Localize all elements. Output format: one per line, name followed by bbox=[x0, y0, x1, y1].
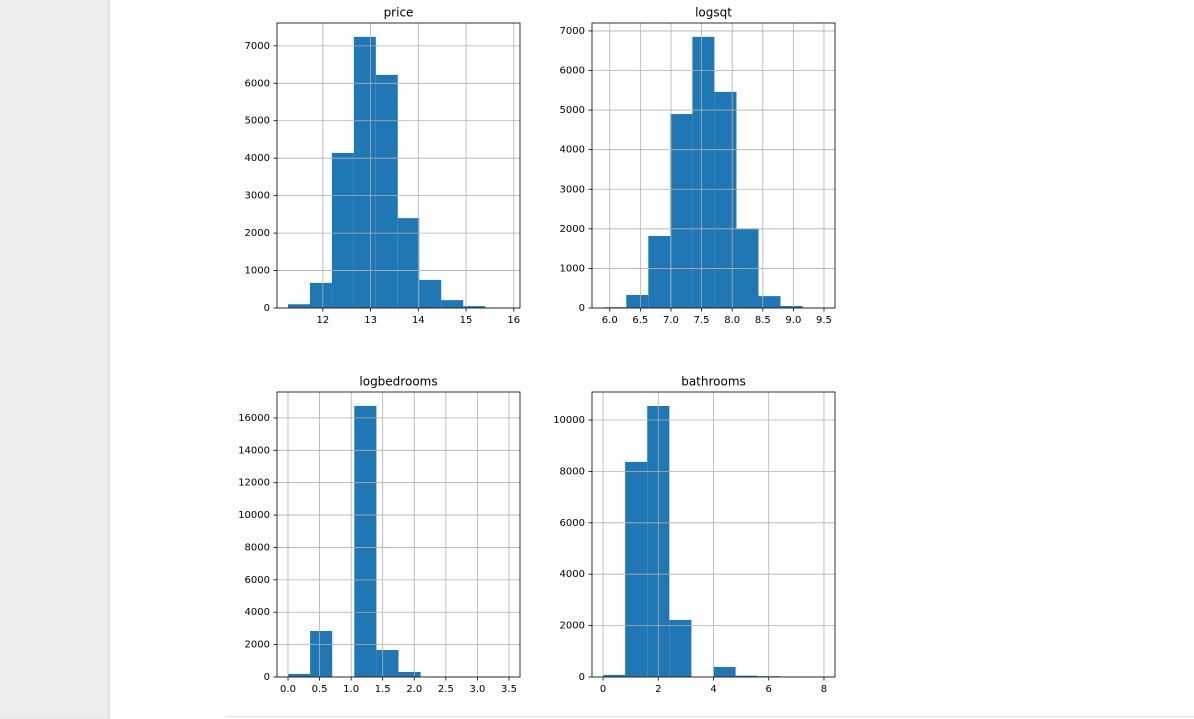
bar bbox=[287, 304, 310, 308]
bar bbox=[669, 619, 692, 677]
bar bbox=[758, 296, 781, 308]
y-tick-label: 1000 bbox=[245, 266, 270, 277]
bar bbox=[331, 152, 354, 308]
x-tick-label: 8.5 bbox=[755, 315, 771, 326]
x-tick-label: 2 bbox=[655, 684, 661, 695]
x-tick-label: 0.0 bbox=[280, 684, 296, 695]
chart-title: logbedrooms bbox=[359, 375, 437, 389]
x-tick-label: 7.5 bbox=[694, 315, 710, 326]
x-tick-label: 0.5 bbox=[312, 684, 328, 695]
bar bbox=[626, 294, 649, 308]
y-tick-label: 6000 bbox=[560, 66, 585, 77]
axes-frame bbox=[276, 391, 521, 678]
y-tick-label: 0 bbox=[579, 303, 585, 314]
axes-frame bbox=[591, 391, 836, 678]
bar bbox=[310, 631, 333, 677]
bar bbox=[397, 218, 420, 308]
x-tick-label: 4 bbox=[710, 684, 716, 695]
y-tick-label: 2000 bbox=[560, 224, 585, 235]
bar bbox=[353, 36, 376, 309]
bar bbox=[780, 306, 803, 308]
y-tick-label: 2000 bbox=[245, 228, 270, 239]
x-tick-label: 8.0 bbox=[724, 315, 740, 326]
bar bbox=[354, 405, 377, 677]
y-tick-label: 3000 bbox=[245, 191, 270, 202]
bar bbox=[309, 282, 332, 308]
x-tick-label: 8 bbox=[821, 684, 827, 695]
y-tick-label: 1000 bbox=[560, 263, 585, 274]
y-tick-label: 16000 bbox=[238, 413, 270, 424]
x-tick-label: 13 bbox=[364, 315, 377, 326]
x-tick-label: 6.5 bbox=[632, 315, 648, 326]
bar bbox=[287, 673, 311, 677]
y-tick-label: 14000 bbox=[238, 445, 270, 456]
bar bbox=[692, 36, 715, 309]
x-tick-label: 2.0 bbox=[406, 684, 422, 695]
y-tick-label: 4000 bbox=[560, 569, 585, 580]
y-tick-label: 2000 bbox=[560, 621, 585, 632]
axes-frame bbox=[276, 22, 521, 309]
x-tick-label: 6.0 bbox=[602, 315, 618, 326]
bar bbox=[419, 279, 442, 308]
bar bbox=[670, 114, 693, 309]
y-tick-label: 2000 bbox=[245, 640, 270, 651]
x-tick-label: 15 bbox=[460, 315, 473, 326]
bar bbox=[713, 666, 736, 677]
x-tick-label: 9.0 bbox=[785, 315, 801, 326]
x-tick-label: 3.0 bbox=[469, 684, 485, 695]
x-tick-label: 7.0 bbox=[663, 315, 679, 326]
bar bbox=[714, 91, 737, 308]
y-tick-label: 0 bbox=[264, 303, 270, 314]
y-tick-label: 6000 bbox=[245, 575, 270, 586]
chart-title: bathrooms bbox=[681, 375, 746, 389]
y-tick-label: 6000 bbox=[560, 518, 585, 529]
bar bbox=[735, 675, 758, 677]
y-tick-label: 5000 bbox=[560, 105, 585, 116]
x-tick-label: 9.5 bbox=[816, 315, 832, 326]
sidebar bbox=[0, 0, 110, 719]
y-tick-label: 7000 bbox=[560, 26, 585, 37]
bar bbox=[603, 674, 626, 677]
bar bbox=[376, 649, 399, 677]
x-tick-label: 12 bbox=[316, 315, 329, 326]
y-tick-label: 7000 bbox=[245, 41, 270, 52]
y-tick-label: 5000 bbox=[245, 116, 270, 127]
y-tick-label: 10000 bbox=[238, 510, 270, 521]
y-tick-label: 8000 bbox=[245, 542, 270, 553]
y-tick-label: 0 bbox=[579, 672, 585, 683]
y-tick-label: 4000 bbox=[245, 153, 270, 164]
bar bbox=[398, 671, 421, 677]
axes-frame bbox=[591, 22, 836, 309]
x-tick-label: 16 bbox=[507, 315, 520, 326]
x-tick-label: 1.5 bbox=[375, 684, 391, 695]
bar bbox=[375, 74, 398, 308]
chart-title: price bbox=[384, 6, 414, 20]
y-tick-label: 4000 bbox=[560, 145, 585, 156]
y-tick-label: 10000 bbox=[553, 415, 585, 426]
divider bbox=[226, 716, 1194, 717]
bar bbox=[648, 235, 671, 308]
x-tick-label: 2.5 bbox=[438, 684, 454, 695]
y-tick-label: 6000 bbox=[245, 78, 270, 89]
y-tick-label: 4000 bbox=[245, 607, 270, 618]
x-tick-label: 1.0 bbox=[343, 684, 359, 695]
bar bbox=[625, 461, 648, 677]
bar bbox=[463, 306, 486, 308]
x-tick-label: 0 bbox=[600, 684, 606, 695]
y-tick-label: 0 bbox=[264, 672, 270, 683]
y-tick-label: 3000 bbox=[560, 184, 585, 195]
y-tick-label: 12000 bbox=[238, 478, 270, 489]
x-tick-label: 3.5 bbox=[501, 684, 517, 695]
x-tick-label: 14 bbox=[412, 315, 425, 326]
bar bbox=[441, 300, 464, 308]
y-tick-label: 8000 bbox=[560, 466, 585, 477]
chart-title: logsqt bbox=[695, 6, 732, 20]
x-tick-label: 6 bbox=[766, 684, 772, 695]
